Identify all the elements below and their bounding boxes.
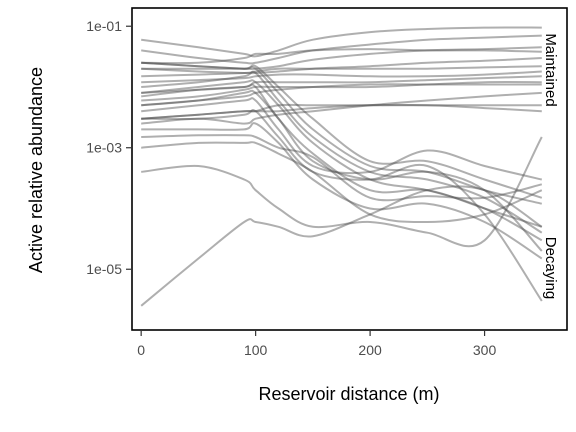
plot-border	[131, 7, 568, 331]
x-axis: 0 100 200 300	[137, 330, 496, 358]
x-tick-label: 100	[244, 342, 268, 358]
facet-label-top: Maintained	[542, 33, 559, 106]
series-line-24	[141, 141, 543, 224]
y-tick-label: 1e-03	[86, 140, 122, 156]
facet-label-decaying: Decaying	[542, 237, 559, 300]
series-line-21	[141, 108, 543, 302]
series-line-19	[141, 89, 543, 252]
series-line-25	[141, 136, 543, 248]
y-axis: 1e-01 1e-03 1e-05	[86, 18, 132, 277]
series-line-16	[141, 70, 543, 234]
y-axis-title: Active relative abundance	[26, 67, 46, 273]
y-tick-label: 1e-01	[86, 18, 122, 34]
series-line-4	[141, 57, 542, 75]
series-line-22	[141, 122, 543, 260]
x-tick-label: 200	[358, 342, 382, 358]
series-line-20	[141, 97, 543, 181]
series-line-23	[141, 134, 543, 202]
series-line-11	[141, 103, 542, 120]
series-line-10	[141, 83, 542, 107]
series-line-8	[141, 75, 542, 94]
series-line-9	[141, 81, 542, 102]
series-line-3	[141, 46, 542, 70]
y-axis-title-text: Active relative abundance	[26, 67, 46, 273]
x-axis-title: Reservoir distance (m)	[258, 384, 439, 404]
y-tick-label: 1e-05	[86, 261, 122, 277]
series-line-14	[141, 65, 543, 205]
series-line-2	[141, 34, 542, 65]
plot-area	[131, 7, 568, 331]
x-tick-label: 300	[473, 342, 497, 358]
x-tick-label: 0	[137, 342, 145, 358]
series-line-15	[141, 61, 543, 199]
series-layer	[140, 26, 543, 307]
series-line-1	[141, 26, 542, 58]
series-line-5	[141, 48, 542, 65]
series-line-6	[141, 65, 542, 78]
facet-label-bottom: Decaying	[542, 237, 559, 300]
series-line-17	[141, 79, 543, 242]
series-line-13	[141, 91, 542, 125]
series-line-18	[141, 83, 543, 228]
facet-label-maintained: Maintained	[542, 33, 559, 106]
series-line-7	[141, 70, 542, 84]
series-line-12	[141, 103, 542, 120]
series-line-26	[140, 185, 543, 307]
